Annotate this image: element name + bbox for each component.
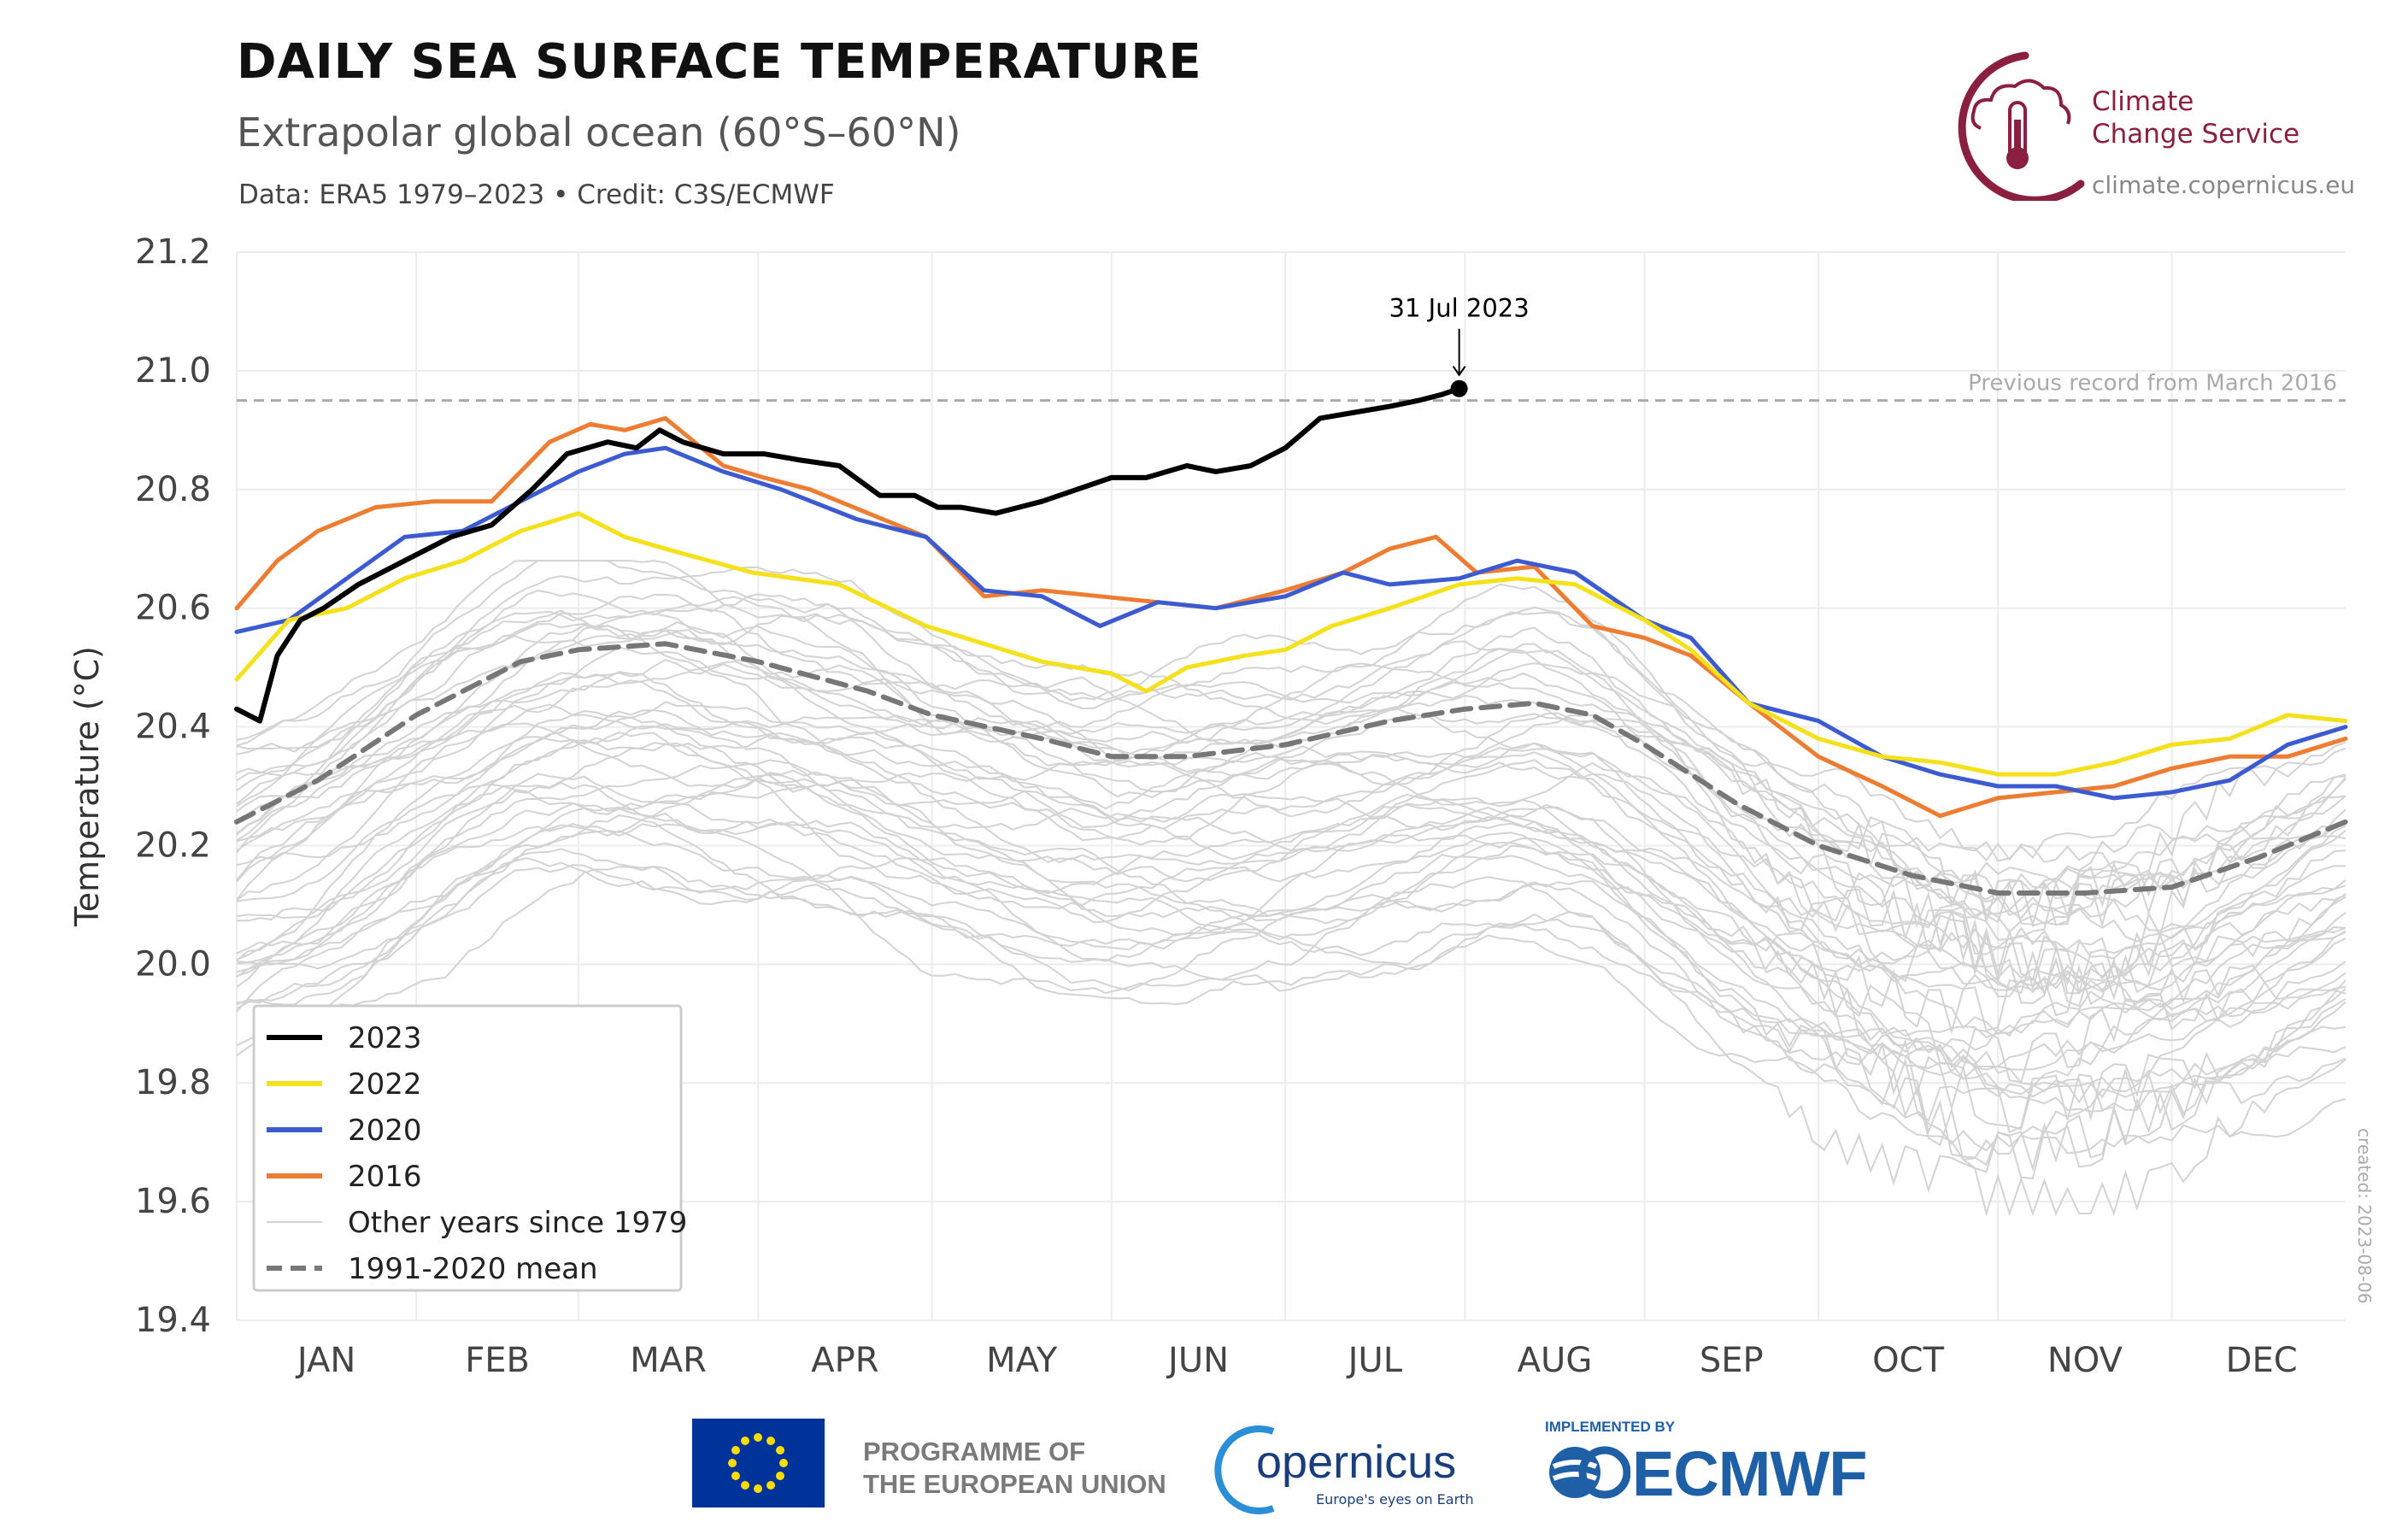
c3s-name-line2: Change Service xyxy=(2092,119,2300,150)
previous-record-line: Previous record from March 2016 xyxy=(237,371,2346,403)
other-year-line xyxy=(236,629,2346,943)
y-tick-label: 21.0 xyxy=(135,351,211,391)
x-tick-label: DEC xyxy=(2226,1341,2298,1380)
ecmwf-implemented-label: IMPLEMENTED BY xyxy=(1545,1419,1676,1435)
series-line-2022 xyxy=(234,511,2348,777)
other-year-line xyxy=(236,848,2346,1098)
y-tick-label: 20.8 xyxy=(135,470,211,509)
legend-label: 1991-2020 mean xyxy=(348,1252,598,1286)
created-note: created: 2023-08-06 xyxy=(2354,1128,2375,1304)
copernicus-tagline: Europe's eyes on Earth xyxy=(1316,1491,1474,1507)
y-tick-label: 19.8 xyxy=(135,1063,211,1102)
x-tick-label: JAN xyxy=(295,1341,355,1380)
previous-record-label: Previous record from March 2016 xyxy=(1968,371,2337,397)
other-year-line xyxy=(236,663,2346,931)
other-year-line xyxy=(236,725,2346,1038)
axes: 19.4 19.6 19.8 20.0 20.2 20.4 20.6 20.8 21.0 21.2… xyxy=(68,232,2298,1380)
c3s-logo-icon xyxy=(1958,51,2085,201)
copernicus-name: opernicus xyxy=(1256,1437,1457,1488)
c3s-name: Climate Change Service xyxy=(2092,85,2299,150)
x-tick-label: OCT xyxy=(1872,1341,1944,1380)
other-year-line xyxy=(236,560,2346,926)
legend-label: 2023 xyxy=(348,1021,422,1055)
series-line-2016 xyxy=(234,415,2348,819)
other-year-line xyxy=(236,613,2346,993)
other-year-line xyxy=(236,773,2346,1134)
footer-logos: PROGRAMME OF THE EUROPEAN UNION opernicu… xyxy=(0,1402,2408,1521)
last-point-marker xyxy=(1450,379,1468,397)
other-year-line xyxy=(236,769,2346,1131)
x-tick-label: MAR xyxy=(630,1341,707,1380)
x-tick-label: JUN xyxy=(1166,1341,1229,1380)
other-year-line xyxy=(236,589,2346,934)
x-tick-label: SEP xyxy=(1700,1341,1764,1380)
other-year-line xyxy=(236,659,2346,962)
series-line-2020 xyxy=(234,445,2348,801)
series-lines xyxy=(234,385,2348,896)
legend-label: 2020 xyxy=(348,1114,422,1148)
other-year-line xyxy=(236,646,2346,995)
y-tick-label: 21.2 xyxy=(135,232,211,272)
eu-programme-text: PROGRAMME OF THE EUROPEAN UNION xyxy=(863,1436,1166,1501)
x-tick-label: AUG xyxy=(1518,1341,1593,1380)
other-year-line xyxy=(236,865,2346,1217)
other-year-line xyxy=(236,701,2346,987)
other-year-line xyxy=(236,823,2346,1161)
other-year-line xyxy=(236,709,2346,991)
x-tick-label: NOV xyxy=(2047,1341,2123,1380)
annotation: 31 Jul 2023 xyxy=(1389,294,1530,397)
copernicus-logo-icon xyxy=(1214,1425,1275,1514)
y-tick-label: 20.4 xyxy=(135,708,211,747)
other-year-line xyxy=(236,807,2346,1180)
c3s-url: climate.copernicus.eu xyxy=(2092,171,2356,199)
y-axis-label: Temperature (°C) xyxy=(68,646,106,927)
y-tick-label: 20.0 xyxy=(135,944,211,984)
legend-label: Other years since 1979 xyxy=(348,1206,687,1240)
y-tick-label: 19.4 xyxy=(135,1301,211,1340)
chart-title: DAILY SEA SURFACE TEMPERATURE xyxy=(237,34,1202,90)
other-year-line xyxy=(236,624,2346,920)
eu-line2: THE EUROPEAN UNION xyxy=(863,1469,1166,1499)
x-tick-label: APR xyxy=(811,1341,878,1380)
other-year-line xyxy=(236,621,2346,890)
legend: 2023 2022 2020 2016 Other years since 1979 19… xyxy=(252,1004,687,1292)
other-year-line xyxy=(236,785,2346,1096)
legend-box xyxy=(252,1004,683,1292)
x-tick-label: JUL xyxy=(1346,1341,1403,1380)
other-year-line xyxy=(236,672,2346,1008)
x-tick-label: MAY xyxy=(986,1341,1058,1380)
annotation-label: 31 Jul 2023 xyxy=(1389,294,1530,323)
ecmwf-name: ECMWF xyxy=(1632,1438,1867,1509)
data-credit: Data: ERA5 1979–2023 • Credit: C3S/ECMWF xyxy=(238,179,835,210)
other-years-lines xyxy=(236,560,2346,1217)
annotation-arrowhead xyxy=(1452,366,1466,377)
other-year-line xyxy=(236,593,2346,888)
ecmwf-logo-icon xyxy=(1549,1446,1630,1499)
y-tick-label: 20.6 xyxy=(135,589,211,628)
c3s-name-line1: Climate xyxy=(2092,86,2194,117)
eu-line1: PROGRAMME OF xyxy=(863,1437,1086,1466)
x-tick-label: FEB xyxy=(465,1341,530,1380)
legend-label: 2016 xyxy=(348,1160,422,1194)
other-year-line xyxy=(236,722,2346,1035)
y-tick-label: 19.6 xyxy=(135,1182,211,1221)
legend-label: 2022 xyxy=(348,1067,422,1102)
eu-flag-icon xyxy=(692,1419,825,1507)
series-line-1991-2020-mean xyxy=(234,641,2348,896)
y-tick-label: 20.2 xyxy=(135,826,211,865)
series-line-2023 xyxy=(234,385,1462,724)
sst-chart: Previous record from March 2016 19.4 19.6… xyxy=(68,232,2375,1380)
other-year-line xyxy=(236,596,2346,955)
chart-subtitle: Extrapolar global ocean (60°S–60°N) xyxy=(237,109,961,156)
